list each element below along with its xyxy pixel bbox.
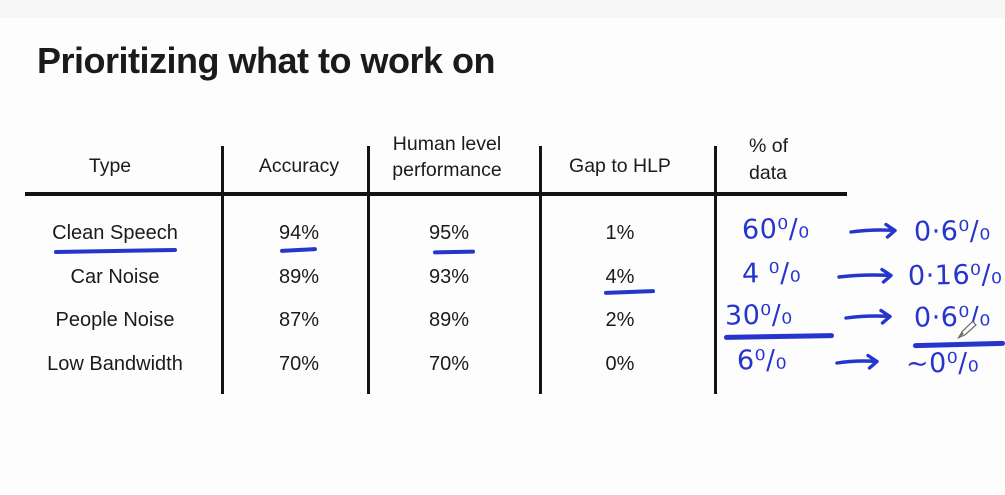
table-divider-vertical-3 [539,146,542,394]
table-divider-vertical-4 [714,146,717,394]
cell-type: Car Noise [70,266,160,288]
handwritten-result-row1: 0·6⁰/₀ [913,215,991,248]
cell-type: Clean Speech [52,222,178,244]
cell-gap: 2% [605,309,635,331]
arrow-right-icon [844,308,892,325]
arrow-right-icon [849,222,897,239]
column-header-pct-of-data: % of data [749,135,789,184]
column-header-hlp: Human level performance [392,133,502,181]
ink-underline-clean-speech [53,247,178,255]
cell-accuracy: 89% [278,266,320,288]
cell-gap: 4% [605,266,635,288]
ink-underline-gap-4pct [603,289,656,295]
cell-gap: 1% [605,222,635,244]
ink-underline-30pct [723,333,835,340]
cell-hlp: 95% [428,222,470,244]
pencil-cursor-icon [957,320,977,339]
handwritten-result-row2: 0·16⁰/₀ [907,259,1003,292]
table-divider-vertical-2 [367,146,370,394]
ink-underline-94pct [279,247,318,253]
cell-accuracy: 94% [278,222,320,244]
table-header-rule [25,192,847,196]
cell-type: People Noise [55,309,175,331]
cell-accuracy: 70% [278,353,320,375]
handwritten-pct-row4: 6⁰/₀ [736,344,788,377]
cell-gap: 0% [605,353,635,375]
handwritten-pct-row2: 4 ⁰/₀ [741,257,802,290]
column-header-accuracy: Accuracy [258,155,340,177]
arrow-right-icon [835,353,879,370]
cell-hlp: 70% [428,353,470,375]
column-header-type: Type [88,155,132,177]
handwritten-result-row4: ~0⁰/₀ [905,347,980,380]
ink-underline-95pct [432,249,476,255]
top-strip [0,0,1005,18]
cell-type: Low Bandwidth [47,353,183,375]
column-header-gap: Gap to HLP [569,155,671,177]
table-divider-vertical-1 [221,146,224,394]
cell-hlp: 89% [428,309,470,331]
handwritten-pct-row1: 60⁰/₀ [741,213,810,246]
cell-hlp: 93% [428,266,470,288]
arrow-right-icon [837,267,893,284]
handwritten-pct-row3: 30⁰/₀ [724,299,793,332]
handwritten-result-row3: 0·6⁰/₀ [913,301,991,334]
cell-accuracy: 87% [278,309,320,331]
slide-title: Prioritizing what to work on [37,40,496,81]
